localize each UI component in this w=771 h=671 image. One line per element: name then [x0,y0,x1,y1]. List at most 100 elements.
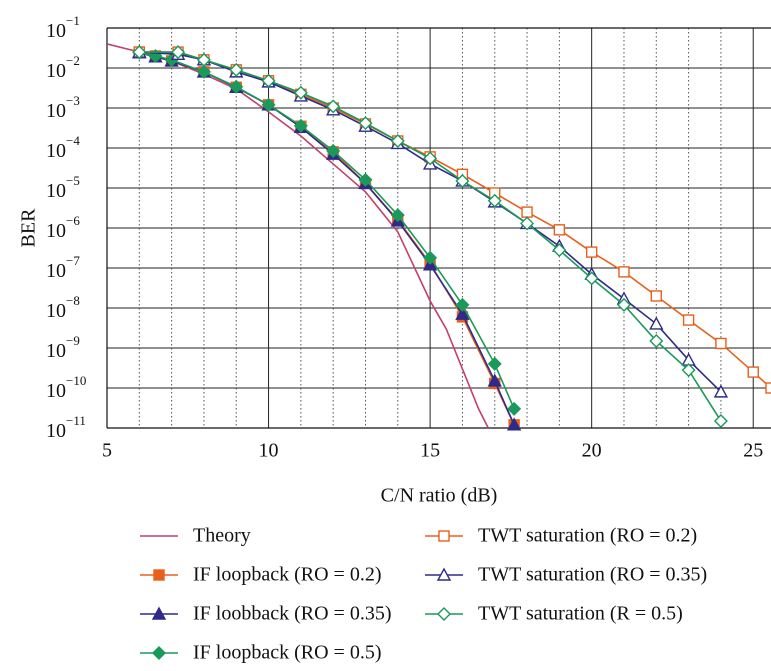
marker [293,118,308,133]
marker [765,382,771,394]
marker [229,79,244,94]
legend-label: TWT saturation (RO = 0.35) [478,564,707,586]
y-tick-label: 10−7 [46,253,80,282]
y-tick-label: 10−11 [46,413,86,442]
marker [713,413,728,428]
marker [436,567,452,581]
marker [585,246,598,258]
y-tick-base: 10 [46,340,66,362]
y-tick-base: 10 [46,100,66,122]
y-tick-exponent: −4 [66,133,80,148]
marker [196,64,211,79]
marker [487,356,502,371]
y-tick-base: 10 [46,260,66,282]
marker [153,569,165,581]
y-tick-label: 10−2 [46,53,80,82]
marker [390,133,405,148]
x-tick-label: 10 [259,440,279,462]
marker [358,172,373,187]
y-tick-exponent: −8 [66,293,80,308]
marker [681,363,696,378]
y-tick-base: 10 [46,140,66,162]
marker [507,401,522,416]
y-tick-exponent: −6 [66,213,80,228]
marker [649,316,664,330]
x-tick-label: 25 [743,440,763,462]
y-tick-label: 10−9 [46,333,80,362]
marker [616,297,631,312]
marker [229,62,244,77]
marker [438,530,450,542]
series-line [139,52,515,426]
marker [747,366,759,378]
marker [552,243,567,258]
marker [455,306,470,320]
legend-label: TWT saturation (R = 0.5) [478,603,683,625]
marker [487,373,502,387]
marker [326,143,341,158]
marker [261,97,276,112]
x-tick-label: 5 [102,440,112,462]
x-axis-title: C/N ratio (dB) [381,485,498,507]
marker [584,271,599,286]
y-tick-exponent: −5 [66,173,80,188]
y-tick-exponent: −9 [66,333,80,348]
y-tick-base: 10 [46,180,66,202]
y-tick-label: 10−5 [46,173,80,202]
marker [618,266,630,278]
y-tick-label: 10−3 [46,93,80,122]
legend-label: TWT saturation (RO = 0.2) [478,525,697,547]
marker [713,384,729,398]
series-line [139,52,515,410]
marker [487,193,502,208]
marker [521,206,533,218]
marker [293,85,308,100]
y-tick-label: 10−8 [46,293,80,322]
legend-label: IF loobback (RO = 0.35) [193,603,391,625]
marker [171,45,186,60]
y-tick-base: 10 [46,380,66,402]
marker [152,646,166,660]
y-tick-base: 10 [46,420,66,442]
y-axis-title: BER [18,208,40,248]
y-tick-exponent: −3 [66,93,80,108]
marker [455,297,470,312]
y-tick-exponent: −1 [66,13,80,28]
y-tick-base: 10 [46,300,66,322]
marker [437,607,451,621]
marker [151,606,167,620]
y-tick-label: 10−6 [46,213,80,242]
y-tick-exponent: −2 [66,53,80,68]
y-tick-exponent: −11 [66,413,86,428]
marker [520,216,535,231]
marker [650,290,662,302]
legend-label: IF loopback (RO = 0.5) [193,642,381,664]
marker [553,224,566,236]
marker [261,73,276,88]
legend-label: IF loopback (RO = 0.2) [193,564,381,586]
marker [682,314,695,326]
marker [423,151,438,166]
x-tick-label: 15 [420,440,440,462]
y-tick-label: 10−1 [46,13,80,42]
marker [390,208,405,223]
marker [715,337,727,350]
marker [358,116,373,131]
y-tick-base: 10 [46,60,66,82]
legend-label: Theory [193,525,251,547]
marker [455,173,470,188]
y-tick-base: 10 [46,220,66,242]
y-tick-exponent: −7 [66,253,80,268]
marker [326,99,341,114]
marker [506,417,522,431]
y-tick-label: 10−4 [46,133,80,162]
marker [196,52,211,67]
marker [132,45,147,60]
y-tick-base: 10 [46,20,66,42]
y-tick-label: 10−10 [46,373,86,402]
marker [423,250,438,265]
marker [649,333,664,348]
series-line [139,51,771,389]
x-tick-label: 20 [582,440,602,462]
